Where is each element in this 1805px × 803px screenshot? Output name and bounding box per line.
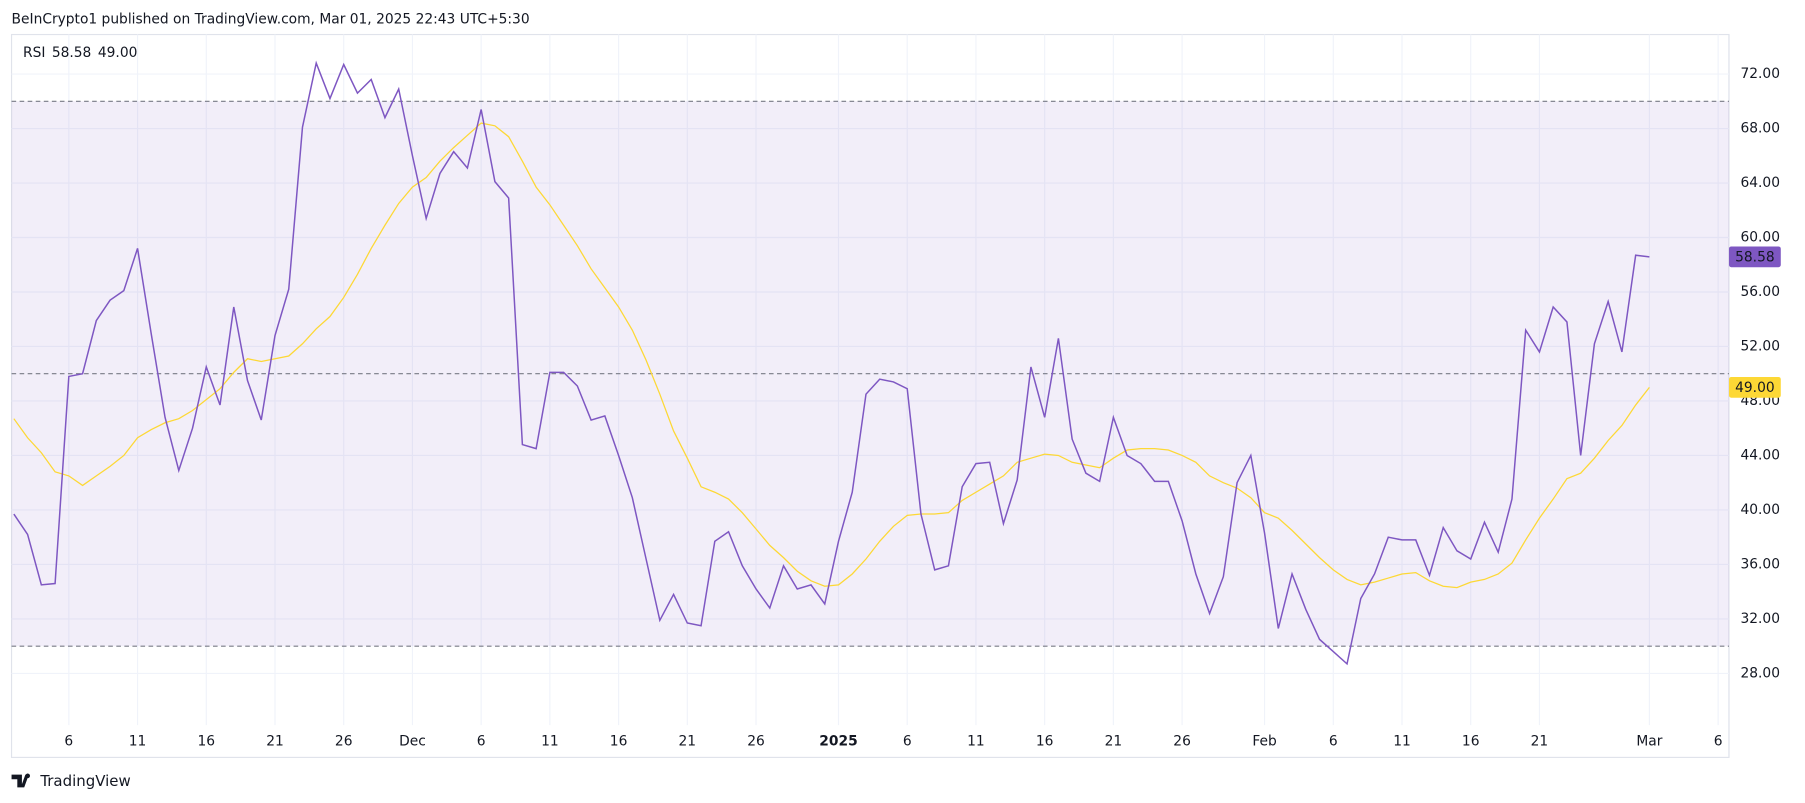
x-tick-label: Feb <box>1252 733 1276 749</box>
x-tick-label: 21 <box>679 733 697 749</box>
price-tag <box>1728 246 1781 268</box>
price-tag-label: 58.58 <box>1735 249 1775 265</box>
x-tick-label: 26 <box>1173 733 1191 749</box>
x-tick-label: 16 <box>1462 733 1480 749</box>
y-tick-label: 60.00 <box>1740 230 1780 246</box>
header: BeInCrypto1 published on TradingView.com… <box>12 12 530 28</box>
x-tick-label: 16 <box>197 733 215 749</box>
price-tag-label: 49.00 <box>1735 380 1775 396</box>
x-tick-label: 11 <box>1393 733 1411 749</box>
x-tick-label: Mar <box>1636 733 1662 749</box>
tradingview-logo <box>11 773 30 788</box>
y-tick-label: 52.00 <box>1740 338 1780 354</box>
x-tick-label: 16 <box>610 733 628 749</box>
legend-value: 58.58 <box>52 45 91 61</box>
x-tick-label: 2025 <box>819 733 857 749</box>
x-tick-label: 6 <box>64 733 73 749</box>
x-tick-label: 26 <box>335 733 353 749</box>
legend-name: RSI <box>23 45 45 61</box>
x-tick-label: 6 <box>477 733 486 749</box>
y-tick-label: 28.00 <box>1740 665 1780 681</box>
x-tick-label: 11 <box>129 733 147 749</box>
y-tick-label: 36.00 <box>1740 556 1780 572</box>
x-tick-label: 26 <box>747 733 765 749</box>
y-tick-label: 68.00 <box>1740 121 1780 137</box>
y-tick-label: 56.00 <box>1740 284 1780 300</box>
x-tick-label: 11 <box>541 733 559 749</box>
y-tick-label: 44.00 <box>1740 447 1780 463</box>
x-tick-label: 21 <box>1531 733 1549 749</box>
series-line <box>13 122 1650 589</box>
price-tag <box>1728 376 1781 398</box>
x-tick-label: 6 <box>1329 733 1338 749</box>
y-tick-label: 40.00 <box>1740 502 1780 518</box>
x-tick-label: 11 <box>967 733 985 749</box>
x-tick-label: 6 <box>1714 733 1723 749</box>
x-tick-label: 21 <box>266 733 284 749</box>
x-tick-label: Dec <box>399 733 426 749</box>
y-tick-label: 64.00 <box>1740 175 1780 191</box>
y-tick-label: 32.00 <box>1740 611 1780 627</box>
footer-brand: TradingView <box>39 772 130 790</box>
x-tick-label: 21 <box>1105 733 1123 749</box>
legend-value: 49.00 <box>98 45 138 61</box>
series-line <box>13 60 1650 666</box>
x-tick-label: 16 <box>1036 733 1054 749</box>
y-tick-label: 72.00 <box>1740 66 1780 82</box>
x-tick-label: 6 <box>903 733 912 749</box>
